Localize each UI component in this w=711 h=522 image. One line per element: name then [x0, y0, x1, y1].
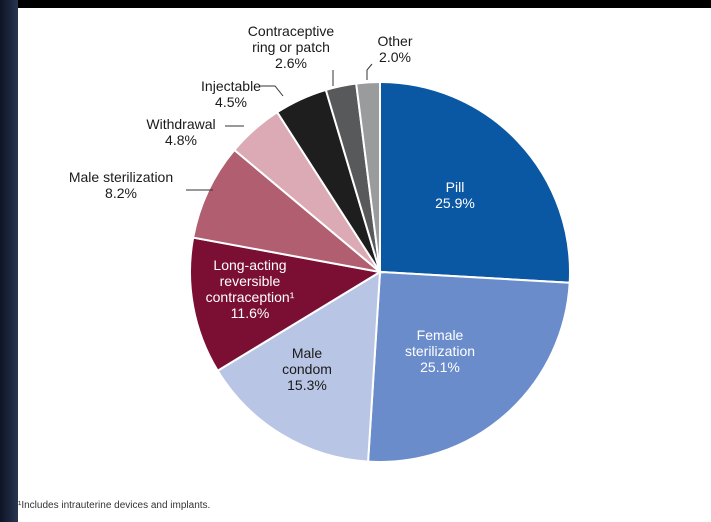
pie-slice-other [355, 80, 381, 273]
slice-label-female-sterilization: Female sterilization 25.1% [405, 327, 475, 375]
slice-label-male-condom: Male condom 15.3% [282, 345, 332, 393]
pie-slice-larc [189, 236, 383, 373]
left-edge-strip [0, 0, 18, 522]
slice-label-other: Other 2.0% [377, 33, 412, 65]
slice-label-injectable: Injectable 4.5% [201, 78, 261, 110]
pie-slice-male-sterilization [191, 148, 384, 274]
slice-label-pill: Pill 25.9% [435, 179, 475, 211]
leader-line-injectable [260, 85, 284, 97]
slice-label-withdrawal: Withdrawal 4.8% [146, 116, 215, 148]
pie-slice-pill [379, 80, 572, 284]
leader-line-other [366, 63, 373, 80]
slice-label-ring-or-patch: Contraceptive ring or patch 2.6% [248, 23, 335, 71]
slice-label-male-sterilization: Male sterilization 8.2% [69, 169, 173, 201]
pie-slice-male-condom [216, 270, 382, 463]
footnote: ¹Includes intrauterine devices and impla… [18, 500, 211, 511]
pie-slice-female-sterilization [367, 270, 571, 464]
slice-label-larc: Long-acting reversible contraception¹ 11.6% [206, 257, 295, 321]
